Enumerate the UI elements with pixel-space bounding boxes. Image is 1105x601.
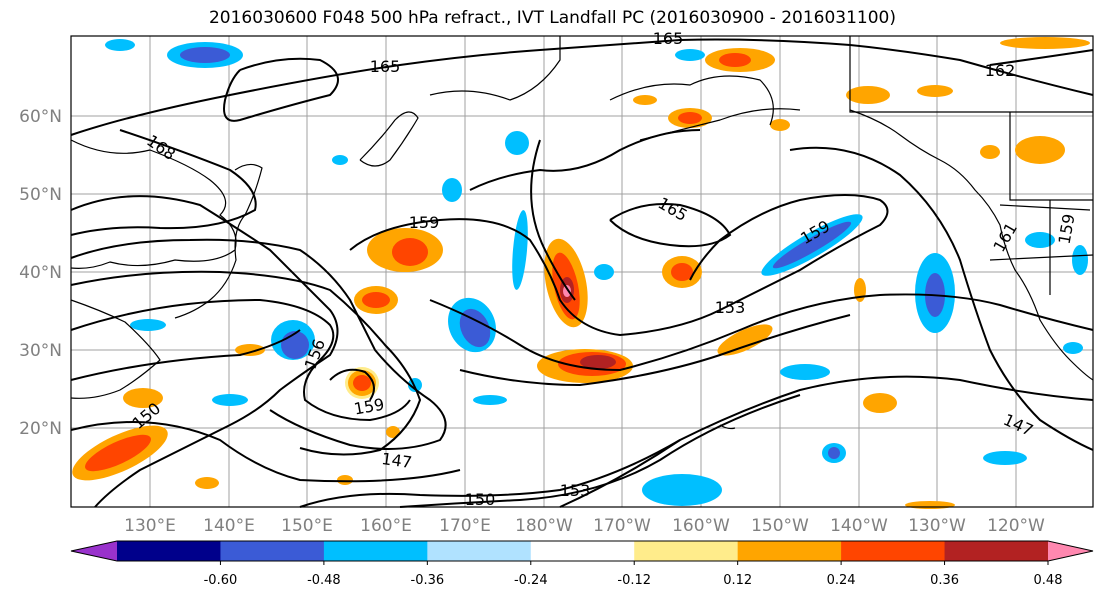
coastlines — [70, 36, 1094, 430]
lat-label: 20°N — [19, 419, 62, 439]
colorbar-segment — [427, 541, 532, 561]
lat-label: 50°N — [19, 185, 62, 205]
colorbar-tick-label: 0.48 — [1034, 573, 1063, 588]
lat-label: 30°N — [19, 341, 62, 361]
latitude-labels: 60°N 50°N 40°N 30°N 20°N — [19, 107, 62, 439]
contour-label: 165 — [370, 57, 401, 76]
colorbar-tick-label: 0.12 — [723, 573, 752, 588]
contour-label: 153 — [560, 481, 591, 500]
lat-label: 60°N — [19, 107, 62, 127]
map-panel: 165 165 162 168 165 159 159 161 159 153 … — [70, 29, 1094, 509]
lon-label: 140°E — [203, 516, 255, 536]
lon-label: 170°W — [593, 516, 651, 536]
colorbar-tick-label: 0.36 — [930, 573, 959, 588]
lon-label: 150°W — [751, 516, 809, 536]
lon-label: 180°W — [515, 516, 573, 536]
contour-label: 159 — [409, 213, 440, 232]
colorbar-segment — [944, 541, 1049, 561]
colorbar-tick-label: 0.24 — [827, 573, 856, 588]
lon-label: 120°W — [987, 516, 1045, 536]
contour-label: 162 — [985, 61, 1016, 80]
colorbar-segment — [530, 541, 635, 561]
lon-label: 160°E — [360, 516, 412, 536]
lon-label: 140°W — [830, 516, 888, 536]
lon-label: 130°W — [908, 516, 966, 536]
map-title: 2016030600 F048 500 hPa refract., IVT La… — [208, 8, 896, 28]
contour-label: 147 — [380, 449, 413, 472]
colorbar-tick-label: -0.12 — [617, 573, 651, 588]
contour-label: 165 — [653, 29, 684, 48]
contour-label: 150 — [465, 490, 496, 509]
lon-label: 150°E — [281, 516, 333, 536]
colorbar-tick-label: -0.60 — [204, 573, 238, 588]
colorbar-segment — [323, 541, 428, 561]
colorbar-segment — [841, 541, 946, 561]
colorbar-extend-low — [71, 541, 117, 561]
lon-label: 130°E — [124, 516, 176, 536]
colorbar-tick-label: -0.36 — [411, 573, 445, 588]
contour-label: 153 — [715, 298, 746, 317]
longitude-labels: 130°E 140°E 150°E 160°E 170°E 180°W 170°… — [124, 516, 1045, 536]
colorbar-tick-label: -0.24 — [514, 573, 548, 588]
colorbar-outline — [70, 540, 1094, 562]
colorbar-segment — [634, 541, 739, 561]
negative-anomaly-patches — [105, 39, 1088, 506]
map-frame — [70, 35, 1094, 508]
colorbar: -0.60 -0.48 -0.36 -0.24 -0.12 0.12 0.24 0.36 0.4… — [70, 540, 1094, 588]
colorbar-segment — [117, 541, 221, 561]
colorbar-tick-label: -0.48 — [307, 573, 341, 588]
lon-label: 160°W — [672, 516, 730, 536]
lon-label: 170°E — [439, 516, 491, 536]
colorbar-segment — [220, 541, 325, 561]
lat-label: 40°N — [19, 263, 62, 283]
colorbar-extend-high — [1048, 541, 1093, 561]
height-contours — [70, 38, 1094, 508]
colorbar-segment — [737, 541, 842, 561]
